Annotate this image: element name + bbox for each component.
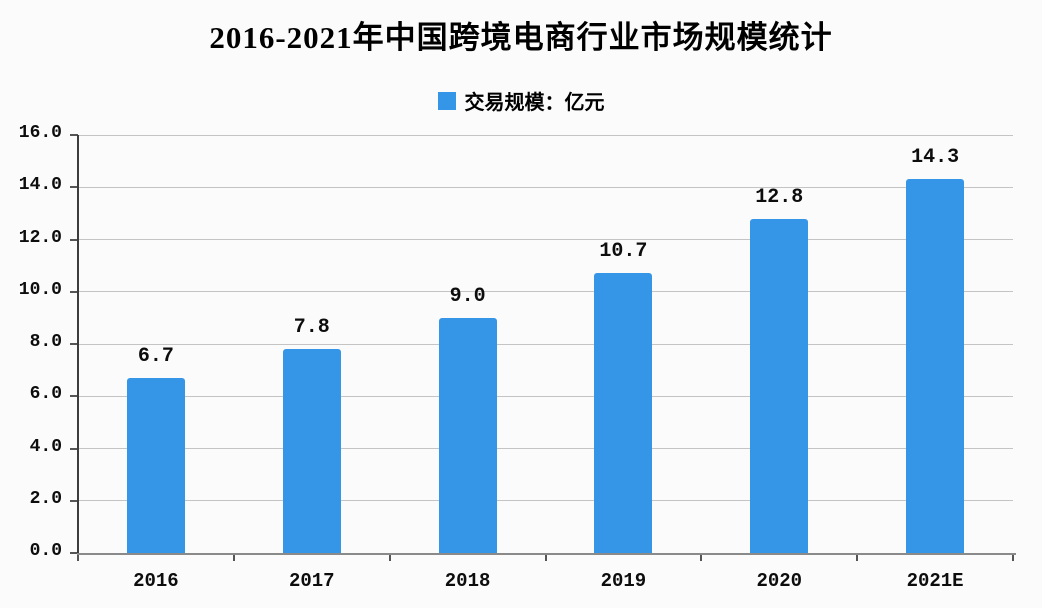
y-axis-tick-label: 2.0 (29, 488, 62, 509)
y-axis-tick-label: 14.0 (18, 175, 62, 196)
x-axis-label-2016: 2016 (133, 570, 179, 592)
x-tick-mark (388, 553, 391, 561)
gridline (78, 343, 1013, 345)
bar-value-label-2021E: 14.3 (911, 146, 960, 170)
y-tick-mark (70, 499, 78, 502)
y-axis-tick-label: 8.0 (29, 332, 62, 352)
x-axis-label-2021E: 2021E (906, 570, 964, 592)
gridline (78, 500, 1013, 502)
x-tick-mark (700, 553, 703, 561)
gridline (78, 186, 1013, 188)
x-tick-mark (544, 553, 547, 561)
x-tick-mark (1012, 553, 1014, 561)
bar-2021E (906, 179, 965, 553)
bar-value-label-2018: 9.0 (449, 284, 486, 308)
y-tick-mark (70, 238, 78, 241)
x-axis-label-2018: 2018 (444, 570, 491, 592)
y-tick-mark (70, 290, 78, 293)
y-tick-mark (70, 134, 78, 136)
gridline (78, 239, 1013, 240)
legend: 交易规模：亿元 (0, 86, 1042, 115)
gridline (78, 395, 1013, 397)
x-tick-mark (856, 553, 859, 561)
y-tick-mark (70, 343, 78, 345)
bar-value-label-2020: 12.8 (755, 185, 804, 209)
x-axis-label-2020: 2020 (756, 570, 803, 592)
bar-2016 (126, 377, 185, 553)
y-axis-tick-label: 4.0 (29, 436, 62, 457)
bar-value-label-2019: 10.7 (599, 240, 648, 264)
y-axis-tick-label: 6.0 (29, 384, 62, 405)
gridline (78, 448, 1013, 449)
x-axis-label-2019: 2019 (600, 570, 647, 592)
x-axis-line (77, 553, 1016, 555)
x-tick-mark (232, 553, 235, 561)
y-tick-mark (70, 395, 78, 398)
y-tick-mark (70, 447, 78, 450)
y-axis-tick-label: 16.0 (18, 123, 62, 143)
bar-value-label-2016: 6.7 (137, 344, 174, 368)
y-axis-line (77, 135, 79, 555)
y-tick-mark (70, 186, 78, 189)
x-tick-mark (77, 553, 79, 561)
legend-swatch (437, 91, 456, 110)
y-tick-mark (70, 552, 78, 554)
gridline (78, 134, 1013, 136)
bar-2018 (438, 317, 497, 553)
bar-value-label-2017: 7.8 (293, 316, 330, 340)
bar-2017 (282, 349, 341, 553)
y-axis-tick-label: 10.0 (18, 279, 62, 300)
x-axis-label-2017: 2017 (288, 570, 335, 592)
chart-title: 2016-2021年中国跨境电商行业市场规模统计 (209, 20, 833, 55)
bar-2020 (750, 218, 809, 553)
y-axis-tick-label: 0.0 (29, 541, 62, 561)
bar-2019 (594, 273, 653, 553)
gridline (78, 291, 1013, 293)
legend-label: 交易规模：亿元 (464, 92, 605, 114)
y-axis-tick-label: 12.0 (18, 227, 62, 248)
